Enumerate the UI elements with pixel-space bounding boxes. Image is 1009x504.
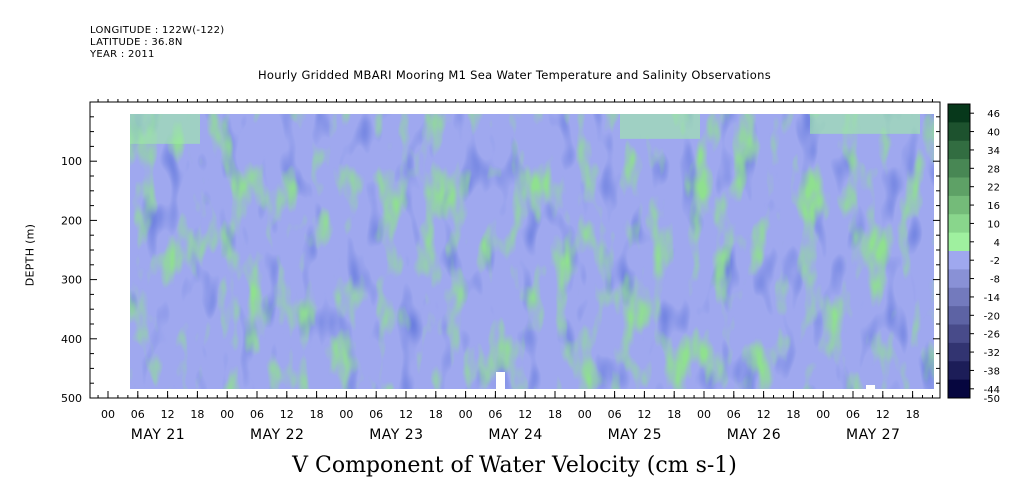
x-day-label: MAY 22 (250, 427, 304, 443)
x-day-label: MAY 27 (846, 427, 900, 443)
surface-band-2 (810, 114, 920, 134)
colorbar-swatch (948, 361, 970, 381)
y-tick-label: 200 (61, 214, 82, 227)
heatmap-field (130, 114, 934, 394)
x-hour-tick-label: 00 (220, 408, 234, 421)
x-hour-tick-label: 06 (608, 408, 622, 421)
colorbar-label: 16 (987, 201, 1000, 212)
x-hour-tick-label: 06 (727, 408, 741, 421)
colorbar-label: 46 (987, 109, 1000, 120)
colorbar-swatch (948, 379, 970, 399)
colorbar-swatch (948, 214, 970, 234)
x-hour-tick-label: 06 (131, 408, 145, 421)
colorbar-label: -44 (984, 385, 1000, 396)
x-hour-tick-label: 00 (459, 408, 473, 421)
colorbar-label: -32 (984, 348, 1000, 359)
colorbar-label: 34 (987, 146, 1000, 157)
colorbar-swatch (948, 324, 970, 344)
longitude-label: LONGITUDE : 122W(-122) (90, 25, 225, 36)
colorbar-label: -20 (984, 311, 1000, 322)
y-tick-label: 300 (61, 274, 82, 287)
colorbar-swatch (948, 251, 970, 270)
x-hour-tick-label: 18 (548, 408, 562, 421)
colorbar-swatch (948, 195, 970, 215)
year-label: YEAR : 2011 (90, 49, 155, 60)
colorbar-label: -38 (984, 366, 1000, 377)
heatmap-positive-patches (130, 114, 934, 389)
x-hour-tick-label: 12 (399, 408, 413, 421)
x-day-label: MAY 24 (488, 427, 542, 443)
colorbar-swatch (948, 159, 970, 178)
x-hour-tick-label: 06 (488, 408, 502, 421)
x-hour-tick-label: 12 (637, 408, 651, 421)
x-hour-tick-label: 18 (667, 408, 681, 421)
colorbar-label: 28 (987, 164, 1000, 175)
x-day-label: MAY 21 (131, 427, 185, 443)
x-hour-tick-label: 12 (518, 408, 532, 421)
surface-band-0 (130, 114, 200, 144)
colorbar-swatch (948, 232, 970, 252)
colorbar-swatch (948, 269, 970, 289)
x-hour-tick-label: 12 (280, 408, 294, 421)
colorbar-label: -14 (984, 293, 1000, 304)
x-hour-tick-label: 12 (161, 408, 175, 421)
x-hour-tick-label: 18 (429, 408, 443, 421)
colorbar-swatch (948, 306, 970, 325)
x-hour-tick-label: 06 (250, 408, 264, 421)
data-gap-6 (505, 392, 510, 394)
x-day-label: MAY 26 (727, 427, 781, 443)
colorbar: 46 40 34 28 22 16 10 4 -2 -8 -14 -20 -26 -32 -38 -44-50 (947, 103, 1000, 405)
data-gap-9 (866, 385, 875, 394)
colorbar-label: 10 (987, 219, 1000, 230)
x-day-label: MAY 23 (369, 427, 423, 443)
colorbar-swatch (948, 342, 970, 362)
x-hour-tick-label: 00 (101, 408, 115, 421)
x-axis-label: V Component of Water Velocity (cm s-1) (292, 453, 737, 478)
x-hour-tick-label: 06 (846, 408, 860, 421)
y-tick-label: 100 (61, 155, 82, 168)
x-day-label: MAY 25 (608, 427, 662, 443)
colorbar-swatch (948, 140, 970, 160)
colorbar-swatch (948, 287, 970, 307)
x-hour-tick-label: 00 (816, 408, 830, 421)
colorbar-swatch (948, 177, 970, 197)
y-tick-label: 400 (61, 333, 82, 346)
chart-title: Hourly Gridded MBARI Mooring M1 Sea Wate… (257, 68, 772, 82)
axes: 00 06 12 18 00 06 12 18 00 06 12 18 00 06 12 18 00 06 12 18… (61, 99, 941, 443)
colorbar-label: -8 (990, 275, 1000, 286)
colorbar-label: 22 (987, 183, 1000, 194)
y-tick-label: 500 (61, 392, 82, 405)
x-hour-tick-label: 06 (369, 408, 383, 421)
x-hour-tick-label: 18 (190, 408, 204, 421)
colorbar-label: -2 (990, 256, 1000, 267)
x-hour-tick-label: 00 (578, 408, 592, 421)
colorbar-label: -50 (984, 394, 1000, 405)
y-axis-label: DEPTH (m) (23, 223, 37, 287)
data-gap-5 (496, 372, 505, 394)
x-hour-tick-label: 18 (906, 408, 920, 421)
colorbar-label: -26 (984, 330, 1000, 341)
x-hour-tick-label: 12 (876, 408, 890, 421)
colorbar-label: 4 (994, 238, 1000, 249)
colorbar-swatch (948, 104, 970, 123)
x-hour-tick-label: 12 (757, 408, 771, 421)
colorbar-frame (947, 103, 971, 399)
x-hour-tick-label: 00 (339, 408, 353, 421)
surface-band-1 (620, 114, 700, 139)
x-hour-tick-label: 00 (697, 408, 711, 421)
latitude-label: LATITUDE : 36.8N (90, 37, 183, 48)
colorbar-swatch (948, 122, 970, 142)
colorbar-label: 40 (987, 128, 1000, 139)
x-hour-tick-label: 18 (786, 408, 800, 421)
x-hour-tick-label: 18 (310, 408, 324, 421)
